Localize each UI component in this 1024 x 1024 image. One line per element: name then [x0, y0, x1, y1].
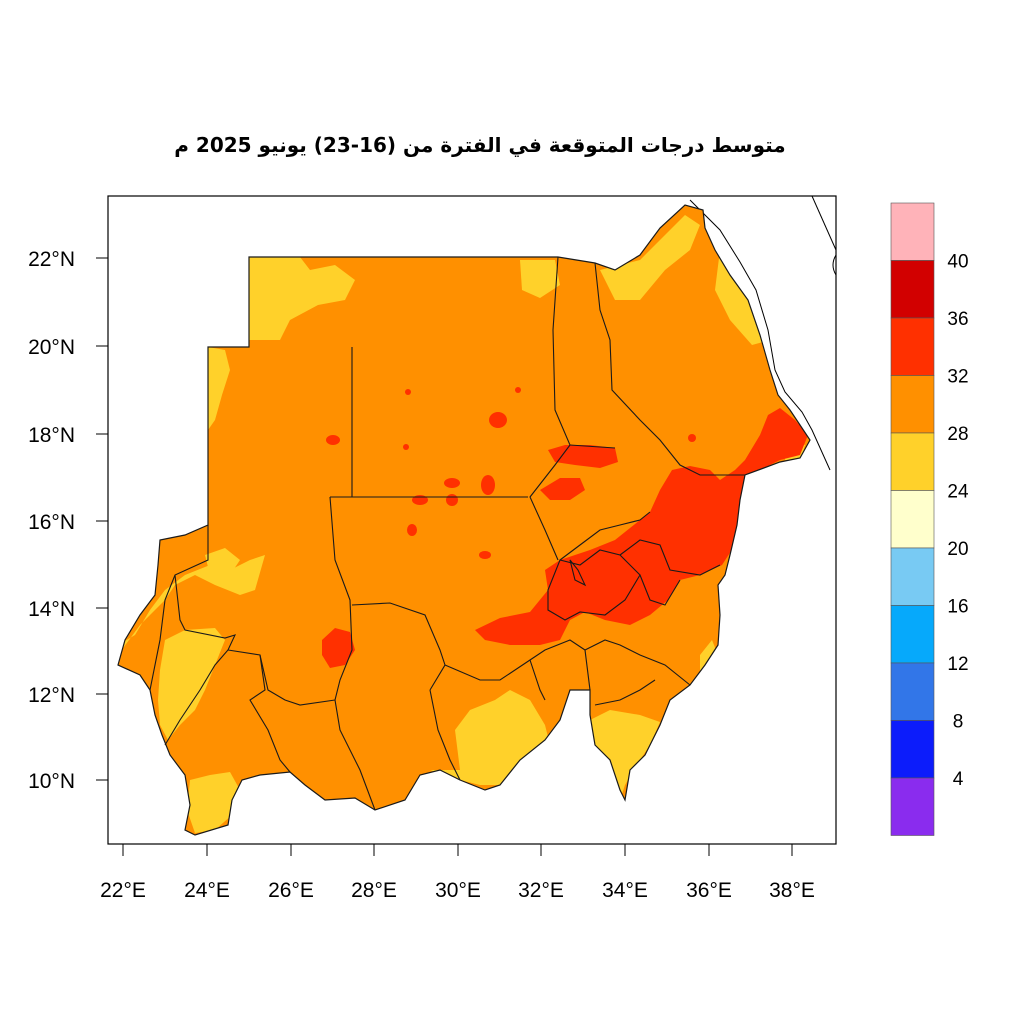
- legend-label: 36: [947, 309, 968, 330]
- coastline: [689, 199, 831, 471]
- legend-swatch: [890, 375, 935, 434]
- legend-label: 40: [947, 252, 968, 273]
- legend-label: 32: [947, 367, 968, 388]
- legend-swatch: [890, 720, 935, 779]
- y-tick-label: 18°N: [28, 424, 75, 447]
- x-tick-label: 32°E: [518, 879, 564, 902]
- legend-swatch: [890, 432, 935, 491]
- y-tick-label: 14°N: [28, 598, 75, 621]
- map-title: متوسط درجات المتوقعة في الفترة من (16-23…: [174, 133, 786, 157]
- y-tick-label: 20°N: [28, 336, 75, 359]
- zone-32-36: [322, 387, 808, 668]
- x-tick-label: 24°E: [184, 879, 230, 902]
- legend-label: 12: [947, 654, 968, 675]
- x-tick-label: 36°E: [686, 879, 732, 902]
- legend-label: 28: [947, 424, 968, 445]
- legend-swatch: [890, 662, 935, 721]
- legend-swatch: [890, 317, 935, 376]
- legend-labels: 40 36 32 28 24 20 16 12 8 4: [947, 252, 969, 791]
- legend-label: 20: [947, 539, 968, 560]
- legend-label: 4: [953, 769, 964, 790]
- x-tick-label: 34°E: [602, 879, 648, 902]
- legend-swatch: [890, 605, 935, 664]
- x-tick-label: 26°E: [268, 879, 314, 902]
- x-tick-label: 22°E: [100, 879, 146, 902]
- legend-label: 8: [953, 712, 964, 733]
- y-tick-label: 16°N: [28, 511, 75, 534]
- x-tick-label: 38°E: [769, 879, 815, 902]
- coastline: [811, 195, 837, 251]
- legend-swatch: [890, 777, 935, 836]
- legend-swatch: [890, 490, 935, 549]
- coastline: [832, 254, 837, 276]
- y-tick-label: 22°N: [28, 248, 75, 271]
- legend-label: 24: [947, 482, 969, 503]
- legend-swatch: [890, 260, 935, 319]
- y-tick-label: 12°N: [28, 684, 75, 707]
- legend-swatch: [890, 202, 935, 261]
- x-tick-label: 30°E: [435, 879, 481, 902]
- axis-ticks: [96, 257, 793, 856]
- legend-swatch: [890, 547, 935, 606]
- state-borders: [149, 256, 745, 811]
- x-tick-label: 28°E: [351, 879, 397, 902]
- y-tick-label: 10°N: [28, 770, 75, 793]
- legend-label: 16: [947, 597, 968, 618]
- legend-colorbar: [890, 202, 935, 836]
